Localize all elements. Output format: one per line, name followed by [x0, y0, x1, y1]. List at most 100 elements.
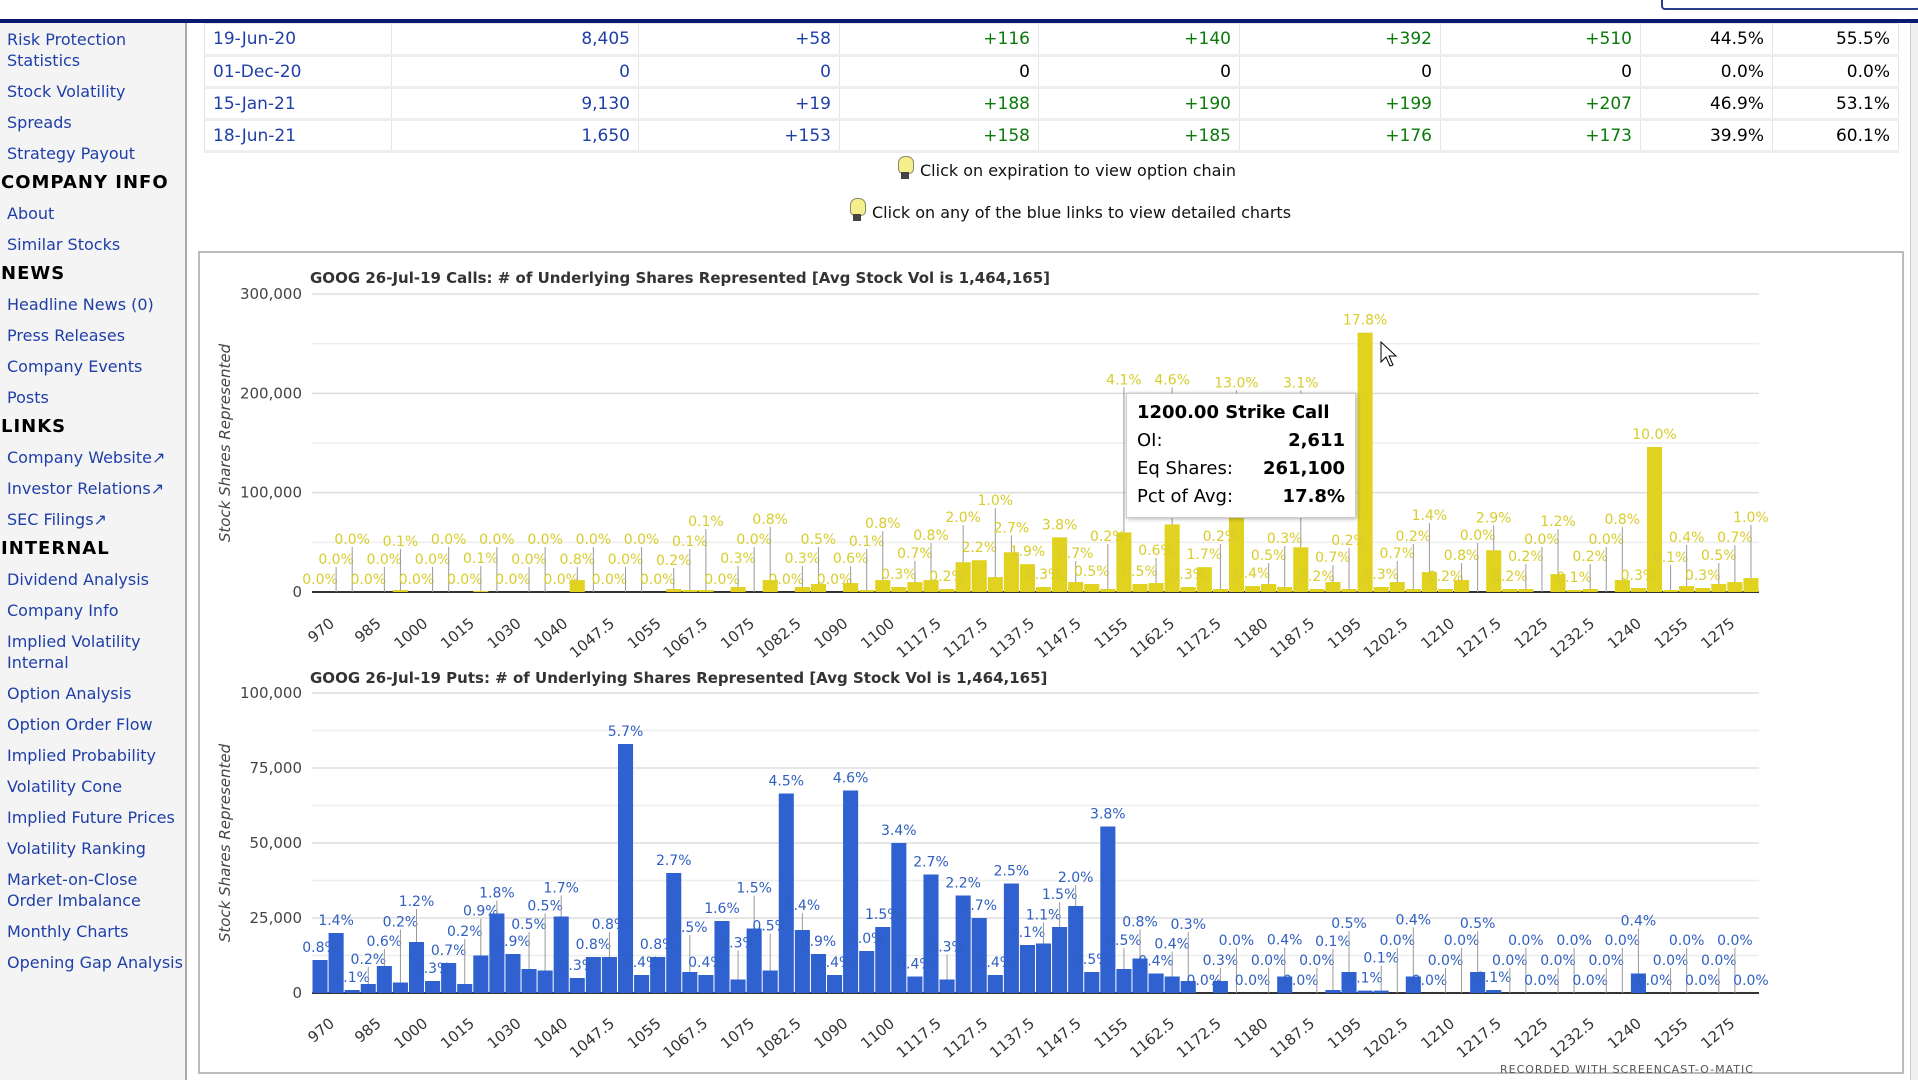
bar [1084, 972, 1100, 993]
table-cell[interactable]: 0 [391, 55, 639, 89]
expiration-link[interactable]: 15-Jan-21 [204, 87, 392, 121]
data-label: 17.8% [1343, 313, 1387, 329]
data-label: 0.2% [929, 569, 965, 585]
y-tick-label: 300,000 [240, 285, 302, 303]
expiration-link[interactable]: 18-Jun-21 [204, 119, 392, 153]
x-tick-label: 1180 [1231, 1014, 1272, 1052]
data-label: 0.6% [833, 551, 869, 567]
data-label: 0.1% [1363, 951, 1399, 967]
sidebar-item-company-info[interactable]: Company Info [7, 601, 119, 620]
table-cell: 0 [1239, 55, 1441, 89]
table-cell: +392 [1239, 23, 1441, 57]
bar [1164, 976, 1180, 993]
sidebar-item-about[interactable]: About [7, 204, 55, 223]
x-tick-label: 1117.5 [893, 1014, 945, 1062]
sidebar-item-stock-volatility[interactable]: Stock Volatility [7, 82, 126, 101]
sidebar-item-strategy-payout[interactable]: Strategy Payout [7, 144, 136, 163]
bar [1405, 589, 1421, 592]
data-label: 0.3% [1267, 531, 1303, 547]
sidebar-item-implied-volatility-internal[interactable]: Implied Volatility Internal [7, 632, 141, 672]
data-label: 0.0% [1444, 933, 1480, 949]
table-cell: +190 [1038, 87, 1240, 121]
x-tick-label: 1232.5 [1546, 1014, 1598, 1062]
data-label: 0.1% [1315, 934, 1351, 950]
sidebar-item-similar-stocks[interactable]: Similar Stocks [7, 235, 121, 254]
table-cell[interactable]: 8,405 [391, 23, 639, 57]
data-label: 0.0% [367, 552, 403, 568]
data-label: 0.0% [1572, 973, 1608, 989]
tooltip-oi-label: OI: [1137, 430, 1163, 451]
bar [1019, 564, 1035, 592]
bar [666, 589, 682, 592]
sidebar-item-headline-news-0[interactable]: Headline News (0) [7, 295, 154, 314]
expiration-link[interactable]: 01-Dec-20 [204, 55, 392, 89]
data-label: 0.1% [1556, 570, 1592, 586]
sidebar-item-press-releases[interactable]: Press Releases [7, 326, 126, 345]
x-tick-label: 1275 [1697, 1014, 1738, 1052]
data-label: 0.8% [640, 937, 676, 953]
data-label: 1.0% [978, 493, 1014, 509]
search-input[interactable] [1661, 0, 1918, 10]
data-label: 1.4% [1412, 508, 1448, 524]
sidebar-item-sec-filings[interactable]: SEC Filings↗ [7, 510, 107, 529]
data-label: 0.7% [1717, 530, 1753, 546]
sidebar-item-monthly-charts[interactable]: Monthly Charts [7, 922, 129, 941]
bar [1711, 584, 1727, 592]
table-cell: +173 [1440, 119, 1641, 153]
bar [907, 582, 923, 592]
sidebar-item-company-website[interactable]: Company Website↗ [7, 448, 166, 467]
y-tick-label: 25,000 [250, 909, 303, 927]
sidebar-item-volatility-ranking[interactable]: Volatility Ranking [7, 839, 146, 858]
sidebar-item-posts[interactable]: Posts [7, 388, 49, 407]
data-label: 0.4% [1669, 530, 1705, 546]
sidebar-item-market-on-close-order-imbalance[interactable]: Market-on-Close Order Imbalance [7, 870, 141, 910]
tooltip-eq: 261,100 [1263, 458, 1345, 479]
sidebar-item-implied-future-prices[interactable]: Implied Future Prices [7, 808, 175, 827]
data-label: 0.0% [318, 552, 354, 568]
bar [489, 913, 505, 993]
data-label: 0.0% [1283, 973, 1319, 989]
sidebar-item-dividend-analysis[interactable]: Dividend Analysis [7, 570, 149, 589]
bar [569, 580, 585, 592]
table-cell: 0.0% [1772, 55, 1899, 89]
data-label: 0.3% [720, 551, 756, 567]
sidebar-item-option-analysis[interactable]: Option Analysis [7, 684, 132, 703]
table-cell[interactable]: 9,130 [391, 87, 639, 121]
sidebar-item-risk-protection-statistics[interactable]: Risk Protection Statistics [7, 30, 127, 70]
bar [939, 589, 955, 592]
sidebar-item-company-events[interactable]: Company Events [7, 357, 143, 376]
sidebar-item-investor-relations[interactable]: Investor Relations↗ [7, 479, 165, 498]
lightbulb-icon [898, 156, 914, 180]
data-label: 1.7% [1187, 547, 1223, 563]
data-label: 0.2% [383, 915, 419, 931]
sidebar-heading-links: LINKS [1, 416, 67, 437]
bar [1486, 550, 1502, 592]
chart-title: GOOG 26-Jul-19 Calls: # of Underlying Sh… [310, 269, 1050, 287]
bar [1470, 972, 1486, 993]
x-tick-label: 1090 [811, 1014, 852, 1052]
x-tick-label: 1255 [1651, 1014, 1692, 1052]
expiration-link[interactable]: 19-Jun-20 [204, 23, 392, 57]
y-tick-label: 100,000 [240, 684, 302, 702]
bar [1245, 586, 1261, 592]
table-cell[interactable]: +19 [638, 87, 840, 121]
data-label: 0.4% [624, 955, 660, 971]
data-label: 0.0% [447, 572, 483, 588]
data-label: 0.4% [817, 955, 853, 971]
sidebar-item-volatility-cone[interactable]: Volatility Cone [7, 777, 123, 796]
data-label: 0.0% [1540, 953, 1576, 969]
data-label: 0.4% [978, 955, 1014, 971]
scrollbar[interactable] [1910, 23, 1918, 1080]
sidebar-item-spreads[interactable]: Spreads [7, 113, 72, 132]
data-label: 0.7% [1058, 546, 1094, 562]
sidebar-item-option-order-flow[interactable]: Option Order Flow [7, 715, 153, 734]
bar [1148, 973, 1164, 993]
data-label: 0.8% [592, 917, 628, 933]
hint-expiration: Click on expiration to view option chain [898, 156, 1236, 180]
sidebar-item-opening-gap-analysis[interactable]: Opening Gap Analysis [7, 953, 183, 972]
table-cell[interactable]: +58 [638, 23, 840, 57]
table-cell[interactable]: 1,650 [391, 119, 639, 153]
sidebar-item-implied-probability[interactable]: Implied Probability [7, 746, 157, 765]
bar [971, 918, 987, 993]
bar [778, 793, 794, 993]
